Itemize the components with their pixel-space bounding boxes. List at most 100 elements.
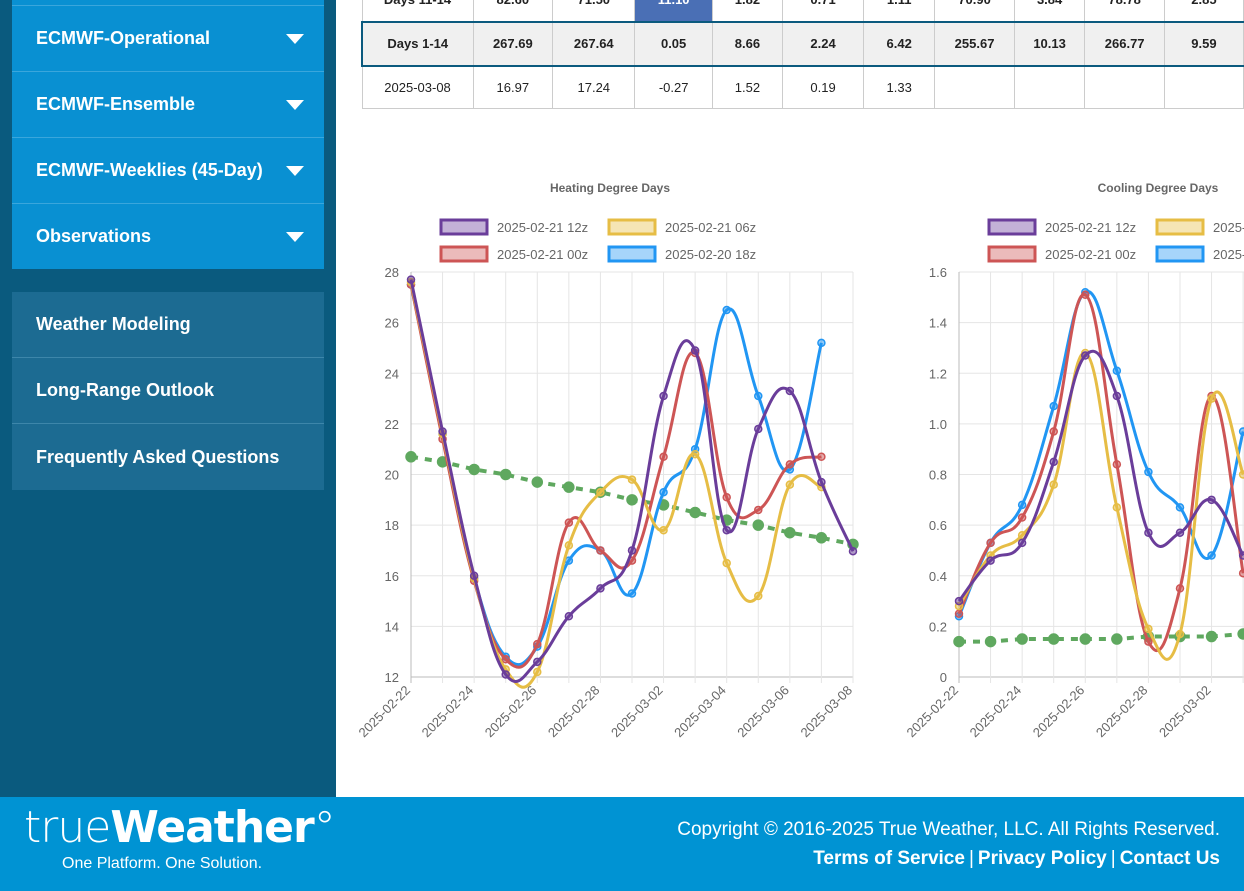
data-point[interactable] [1112, 366, 1122, 375]
data-point[interactable] [596, 487, 605, 497]
data-point[interactable] [1207, 394, 1216, 403]
data-point[interactable] [1112, 503, 1122, 512]
data-point[interactable] [1205, 630, 1218, 643]
data-point[interactable] [659, 525, 668, 535]
data-point[interactable] [848, 546, 858, 556]
data-point[interactable] [722, 305, 731, 315]
data-point[interactable] [659, 391, 668, 401]
data-point[interactable] [1049, 457, 1058, 467]
data-point[interactable] [627, 589, 637, 598]
data-point[interactable] [1175, 584, 1185, 593]
data-point[interactable] [405, 451, 417, 463]
data-point[interactable] [1237, 628, 1244, 640]
data-point[interactable] [752, 519, 765, 531]
data-point[interactable] [954, 596, 964, 606]
data-point[interactable] [1144, 528, 1153, 537]
data-point[interactable] [1047, 633, 1060, 645]
data-point[interactable] [754, 505, 763, 515]
menu-ecmwf-operational[interactable]: ECMWF-Operational [12, 5, 324, 71]
data-point[interactable] [564, 541, 574, 550]
data-point[interactable] [1017, 500, 1027, 510]
data-point[interactable] [596, 546, 605, 555]
data-point[interactable] [954, 609, 964, 618]
data-point[interactable] [1017, 538, 1027, 548]
legend-item[interactable]: 2025-02-21 06z [607, 218, 756, 236]
data-point[interactable] [469, 571, 479, 580]
data-point[interactable] [986, 538, 995, 548]
terms-link[interactable]: Terms of Service [813, 848, 965, 869]
data-point[interactable] [1079, 633, 1092, 645]
data-point[interactable] [659, 487, 668, 497]
data-point[interactable] [690, 346, 700, 355]
data-point[interactable] [1049, 480, 1058, 489]
data-point[interactable] [722, 558, 731, 568]
data-point[interactable] [817, 338, 826, 348]
data-point[interactable] [1111, 633, 1123, 645]
legend-item[interactable]: 2025-02-21 12z [439, 218, 588, 236]
data-point[interactable] [754, 591, 763, 601]
data-point[interactable] [754, 424, 763, 434]
data-point[interactable] [1144, 624, 1153, 634]
data-point[interactable] [1144, 467, 1153, 477]
data-point[interactable] [626, 494, 638, 506]
data-point[interactable] [986, 556, 995, 565]
data-point[interactable] [817, 452, 826, 462]
data-point[interactable] [1112, 460, 1122, 469]
data-point[interactable] [564, 518, 574, 527]
data-point[interactable] [1175, 503, 1185, 512]
data-point[interactable] [406, 275, 416, 284]
menu-faq[interactable]: Frequently Asked Questions [36, 446, 280, 467]
data-point[interactable] [596, 584, 605, 593]
data-point[interactable] [659, 452, 668, 462]
data-point[interactable] [722, 493, 731, 502]
data-point[interactable] [784, 526, 796, 539]
legend-item[interactable]: 2025-02-21 12z [987, 218, 1136, 236]
data-point[interactable] [563, 481, 575, 493]
legend-item[interactable]: 2025-02-21 00z [987, 245, 1136, 263]
data-point[interactable] [1207, 495, 1216, 505]
data-point[interactable] [564, 612, 574, 621]
data-point[interactable] [815, 532, 828, 544]
data-point[interactable] [754, 391, 763, 401]
data-point[interactable] [953, 635, 965, 648]
data-point[interactable] [1081, 290, 1090, 300]
menu-weather-modeling[interactable]: Weather Modeling [12, 292, 324, 358]
data-point[interactable] [438, 427, 447, 436]
data-point[interactable] [785, 460, 795, 469]
data-point[interactable] [1017, 513, 1027, 522]
data-point[interactable] [1081, 351, 1090, 360]
data-point[interactable] [499, 468, 512, 481]
data-point[interactable] [1238, 427, 1244, 436]
menu-observations[interactable]: Observations [12, 203, 324, 269]
data-point[interactable] [722, 525, 731, 535]
data-point[interactable] [817, 477, 826, 487]
privacy-link[interactable]: Privacy Policy [977, 848, 1107, 869]
data-point[interactable] [1049, 427, 1058, 436]
menu-ecmwf-ensemble[interactable]: ECMWF-Ensemble [12, 71, 324, 137]
data-point[interactable] [1175, 528, 1185, 537]
menu-ecmwf-weeklies[interactable]: ECMWF-Weeklies (45-Day) [12, 137, 324, 203]
data-point[interactable] [1238, 470, 1244, 479]
contact-link[interactable]: Contact Us [1119, 848, 1220, 869]
data-point[interactable] [1207, 551, 1216, 560]
data-point[interactable] [984, 635, 997, 648]
legend-item[interactable]: 2025-02-20 18z [1155, 245, 1244, 263]
data-point[interactable] [468, 463, 480, 476]
data-point[interactable] [1112, 391, 1122, 401]
data-point[interactable] [533, 639, 542, 649]
data-point[interactable] [531, 476, 544, 488]
data-point[interactable] [533, 667, 542, 677]
data-point[interactable] [1238, 551, 1244, 560]
legend-item[interactable]: 2025-02-20 18z [607, 245, 756, 263]
legend-item[interactable]: 2025-02-21 00z [439, 245, 588, 263]
data-point[interactable] [785, 480, 795, 489]
data-point[interactable] [690, 450, 700, 459]
data-point[interactable] [1016, 633, 1028, 645]
data-point[interactable] [627, 475, 637, 484]
data-point[interactable] [1238, 568, 1244, 578]
data-point[interactable] [1049, 401, 1058, 411]
data-point[interactable] [1144, 637, 1153, 646]
data-point[interactable] [533, 657, 542, 667]
data-point[interactable] [501, 670, 510, 679]
data-point[interactable] [501, 655, 510, 664]
